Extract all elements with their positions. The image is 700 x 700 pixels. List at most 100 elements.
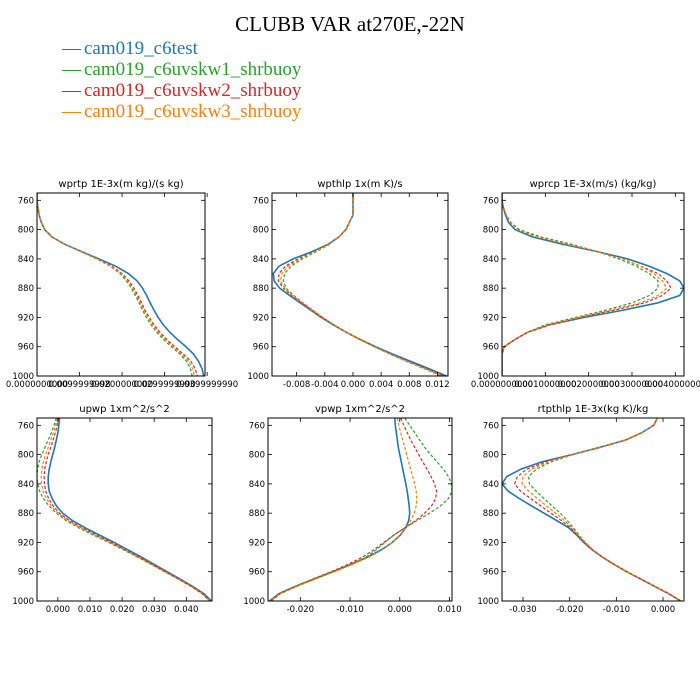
panel-2: wpthlp 1x(m K)/s 760 800 840 880 920 960 1000 -0… <box>247 179 449 390</box>
y-tick-label: 840 <box>483 255 499 265</box>
x-tick-label: 0.010 <box>78 605 102 615</box>
series-line-4 <box>279 193 443 376</box>
x-tick-label: 0.008 <box>397 380 421 390</box>
y-tick-label: 960 <box>253 343 269 353</box>
panel-6: rtpthlp 1E-3x(kg K)/kg 760 800 840 880 920 960… <box>477 404 685 615</box>
x-tick-label: 0.000 <box>388 605 412 615</box>
series-line-3 <box>43 418 211 601</box>
x-tick-label: 0.0000000000 <box>471 380 533 390</box>
panel-title: wpthlp 1x(m K)/s <box>317 179 402 190</box>
y-tick-label: 840 <box>18 255 34 265</box>
x-tick-label: 0.0099999998 <box>48 380 110 390</box>
legend-line-icon: — <box>62 101 81 122</box>
x-tick-label: 0.0399999990 <box>176 380 238 390</box>
x-tick-label: -0.020 <box>287 605 314 615</box>
legend-line-icon: — <box>62 80 81 101</box>
plot-frame <box>36 417 213 602</box>
series-line-2 <box>37 418 210 601</box>
y-tick-label: 760 <box>253 196 269 206</box>
x-tick-label: -0.008 <box>283 380 310 390</box>
x-tick-label: -0.010 <box>336 605 363 615</box>
legend-item-c6uvskw1: — cam019_c6uvskw1_shrbuoy <box>62 59 301 80</box>
x-tick-label: 0.010 <box>437 605 461 615</box>
x-tick-label: 0.0020000000 <box>558 380 620 390</box>
x-tick-label: 0.004 <box>369 380 393 390</box>
legend: — cam019_c6test — cam019_c6uvskw1_shrbuoy … <box>62 38 301 122</box>
y-tick-label: 880 <box>253 284 269 294</box>
series-line-1 <box>502 193 684 376</box>
y-tick-label: 1000 <box>477 372 499 382</box>
series-line-1 <box>47 418 212 601</box>
x-tick-label: 0.000 <box>651 605 675 615</box>
legend-line-icon: — <box>62 38 81 59</box>
series-line-4 <box>270 418 418 601</box>
series-line-4 <box>502 193 668 376</box>
y-tick-label: 960 <box>483 343 499 353</box>
y-tick-label: 920 <box>18 538 34 548</box>
y-tick-label: 840 <box>483 480 499 490</box>
legend-item-c6uvskw3: — cam019_c6uvskw3_shrbuoy <box>62 101 301 122</box>
plot-frame <box>271 192 449 377</box>
x-tick-label: 0.030 <box>142 605 166 615</box>
y-tick-label: 760 <box>483 196 499 206</box>
series-line-3 <box>277 193 445 376</box>
y-tick-label: 760 <box>249 421 265 431</box>
plot-frame <box>501 192 685 377</box>
series-line-4 <box>37 193 195 376</box>
legend-item-c6test: — cam019_c6test <box>62 38 301 59</box>
y-tick-label: 880 <box>483 284 499 294</box>
x-tick-label: -0.020 <box>556 605 583 615</box>
x-tick-label: -0.010 <box>603 605 630 615</box>
x-tick-label: -0.030 <box>509 605 536 615</box>
y-tick-label: 800 <box>483 226 499 236</box>
panel-5: vpwp 1xm^2/s^2 760 800 840 880 920 960 1000 -0.0… <box>243 404 461 615</box>
x-tick-label: 0.020 <box>110 605 134 615</box>
x-tick-label: 0.0030000000 <box>601 380 663 390</box>
panel-title: upwp 1xm^2/s^2 <box>79 404 169 415</box>
panel-3: wprcp 1E-3x(m/s) (kg/kg) 760 800 840 880 920 9… <box>471 179 700 390</box>
y-tick-label: 760 <box>18 421 34 431</box>
panel-title: vpwp 1xm^2/s^2 <box>315 404 405 415</box>
y-tick-label: 1000 <box>12 597 34 607</box>
y-tick-label: 1000 <box>247 372 269 382</box>
y-tick-label: 840 <box>18 480 34 490</box>
y-tick-label: 800 <box>253 226 269 236</box>
y-tick-label: 960 <box>18 343 34 353</box>
plot-frame <box>267 417 453 602</box>
x-tick-label: 0.000 <box>341 380 365 390</box>
series-line-3 <box>513 418 682 601</box>
series-line-2 <box>37 193 193 376</box>
series-line-3 <box>502 193 672 376</box>
panel-title: rtpthlp 1E-3x(kg K)/kg <box>538 404 649 415</box>
x-tick-label: 0.0000000000 <box>6 380 68 390</box>
series-line-4 <box>521 418 682 601</box>
legend-label: cam019_c6uvskw2_shrbuoy <box>84 80 302 101</box>
x-tick-label: 0.012 <box>425 380 449 390</box>
y-tick-label: 840 <box>253 255 269 265</box>
series-line-1 <box>37 193 205 376</box>
legend-line-icon: — <box>62 59 81 80</box>
series-line-1 <box>269 418 411 601</box>
x-tick-label: 0.000 <box>46 605 70 615</box>
y-tick-label: 1000 <box>477 597 499 607</box>
series-line-3 <box>37 193 198 376</box>
x-tick-label: 0.040 <box>174 605 198 615</box>
legend-label: cam019_c6test <box>84 38 198 59</box>
y-tick-label: 1000 <box>243 597 265 607</box>
legend-label: cam019_c6uvskw1_shrbuoy <box>84 59 302 80</box>
y-tick-label: 920 <box>249 538 265 548</box>
legend-label: cam019_c6uvskw3_shrbuoy <box>84 101 302 122</box>
panel-4: upwp 1xm^2/s^2 760 800 840 880 920 960 1000 0.00… <box>12 404 213 615</box>
series-line-2 <box>282 193 442 376</box>
y-tick-label: 760 <box>18 196 34 206</box>
x-tick-label: 0.0299999990 <box>133 380 195 390</box>
y-tick-label: 880 <box>483 509 499 519</box>
series-line-2 <box>502 193 659 376</box>
plot-frame <box>501 417 685 602</box>
y-tick-label: 1000 <box>12 372 34 382</box>
series-line-3 <box>269 418 438 601</box>
series-line-2 <box>271 418 452 601</box>
y-tick-label: 800 <box>18 226 34 236</box>
panel-1: wprtp 1E-3x(m kg)/(s kg) 760 800 840 880 920 9… <box>6 179 238 390</box>
